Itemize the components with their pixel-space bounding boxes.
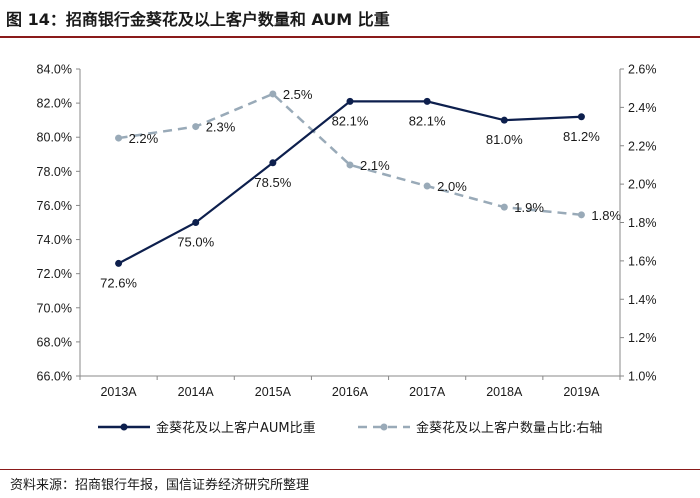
figure-title: 图 14：招商银行金葵花及以上客户数量和 AUM 比重 <box>6 10 390 29</box>
aum-share-point <box>269 159 277 167</box>
aum-share-data-label: 81.2% <box>563 129 600 144</box>
customer-share-point <box>346 161 354 169</box>
customer-share-data-label: 1.8% <box>591 208 621 223</box>
legend-label-aum-share: 金葵花及以上客户AUM比重 <box>156 420 316 436</box>
left-axis-tick-label: 78.0% <box>37 165 72 179</box>
legend-marker-customer-share <box>380 423 388 431</box>
aum-share-data-label: 82.1% <box>409 113 446 128</box>
right-axis-tick-label: 2.4% <box>628 101 657 115</box>
customer-share-data-label: 2.0% <box>437 179 467 194</box>
dual-axis-line-chart: 84.0% 82.0% 80.0% 78.0% 76.0% 74.0% 72.0% 70.0%… <box>37 63 657 437</box>
chart-series: 2.2% 2.3% 2.5% 2.1% 2.0% 1.9% 1.8% 72.6% 75.0% 78… <box>100 87 621 290</box>
aum-share-data-label: 72.6% <box>100 275 137 290</box>
aum-share-point <box>577 113 585 121</box>
left-axis-tick-label: 76.0% <box>37 199 72 213</box>
customer-share-point <box>423 182 431 190</box>
aum-share-data-label: 75.0% <box>177 235 214 250</box>
source-note: 资料来源：招商银行年报，国信证券经济研究所整理 <box>10 478 310 493</box>
x-axis-tick-label: 2015A <box>255 385 292 399</box>
customer-share-data-label: 1.9% <box>514 200 544 215</box>
aum-share-data-label: 78.5% <box>254 175 291 190</box>
aum-share-point <box>192 219 200 226</box>
customer-share-point <box>577 211 585 219</box>
chart-legend: 金葵花及以上客户AUM比重 金葵花及以上客户数量占比:右轴 <box>98 420 602 436</box>
left-axis-tick-label: 66.0% <box>37 370 72 384</box>
title-divider <box>0 36 700 38</box>
customer-share-point <box>115 134 123 142</box>
left-axis-tick-label: 84.0% <box>37 63 72 77</box>
aum-share-point <box>115 259 123 267</box>
x-axis-tick-label: 2014A <box>178 385 215 399</box>
aum-share-data-label: 82.1% <box>332 113 369 128</box>
customer-share-point <box>269 90 277 98</box>
right-axis-tick-label: 1.2% <box>628 331 657 345</box>
customer-share-point <box>500 203 508 211</box>
right-axis-tick-label: 1.6% <box>628 254 657 268</box>
legend-label-customer-share: 金葵花及以上客户数量占比:右轴 <box>416 420 602 436</box>
customer-share-data-label: 2.1% <box>360 158 390 173</box>
left-axis-tick-label: 82.0% <box>37 97 72 111</box>
legend-marker-aum-share <box>120 423 128 431</box>
x-axis-tick-label: 2018A <box>486 385 523 399</box>
x-axis-tick-label: 2016A <box>332 385 369 399</box>
left-axis-tick-label: 72.0% <box>37 267 72 281</box>
series-line-customer-share <box>118 92 582 217</box>
aum-share-point <box>346 97 354 105</box>
x-axis-tick-label: 2019A <box>563 385 600 399</box>
left-axis-tick-label: 70.0% <box>37 301 72 315</box>
left-axis-tick-label: 74.0% <box>37 233 72 247</box>
x-axis-tick-label: 2017A <box>409 385 446 399</box>
x-axis-tick-label: 2013A <box>100 385 137 399</box>
right-axis-tick-label: 1.4% <box>628 293 657 307</box>
aum-share-data-label: 81.0% <box>486 132 523 147</box>
source-divider <box>0 469 700 470</box>
left-axis-tick-label: 68.0% <box>37 335 72 349</box>
customer-share-data-label: 2.2% <box>129 131 159 146</box>
right-axis-tick-label: 2.0% <box>628 178 657 192</box>
customer-share-point <box>192 123 200 131</box>
right-axis-tick-label: 2.2% <box>628 139 657 153</box>
aum-share-point <box>423 97 431 105</box>
customer-share-data-label: 2.3% <box>206 120 236 135</box>
left-axis-tick-label: 80.0% <box>37 131 72 145</box>
right-axis-tick-label: 1.8% <box>628 216 657 230</box>
customer-share-data-label: 2.5% <box>283 87 313 102</box>
aum-share-point <box>500 116 508 124</box>
chart-axes: 84.0% 82.0% 80.0% 78.0% 76.0% 74.0% 72.0% 70.0%… <box>37 63 657 400</box>
right-axis-tick-label: 2.6% <box>628 63 657 77</box>
right-axis-tick-label: 1.0% <box>628 370 657 384</box>
